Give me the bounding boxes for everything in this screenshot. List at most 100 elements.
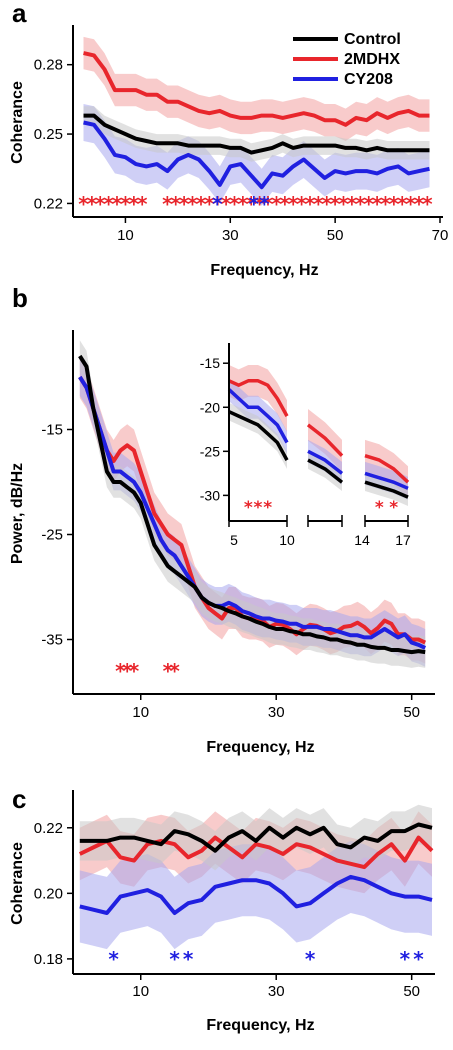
x-tick-label: 30 [268,704,285,721]
inset-significance-star: * [244,498,253,518]
significance-star: * [249,192,260,216]
significance-star: * [414,192,425,216]
significance-star: * [271,192,282,216]
significance-star: * [259,192,270,216]
significance-star: * [296,192,307,216]
inset-line-Control [364,480,409,499]
x-tick-label: 30 [222,227,239,244]
series-line-Control [78,354,426,655]
x-tick-label: 10 [132,704,149,721]
legend-entry-Control: Control [344,31,401,48]
inset-significance-star: * [263,498,272,518]
significance-star: * [405,192,416,216]
inset-y-tick-label: -15 [200,355,220,371]
y-tick-label: 0.25 [34,126,63,143]
significance-star: * [212,192,223,216]
significance-star: * [129,192,140,216]
significance-star: * [122,659,133,683]
panel-c: c 10 30 50 0.18 0.20 0.22 Frequency, Hz Coheranc… [9,784,435,1034]
y-tick-label: 0.18 [34,951,63,968]
inset-line-Control [228,410,289,461]
significance-star: * [162,192,173,216]
inset-band-Control [308,451,342,491]
inset-line-CY208 [307,449,344,475]
inset-line-Control [307,458,344,484]
x-axis-label: Frequency, Hz [206,1017,314,1034]
inset-x-tick-label: 10 [279,532,295,548]
significance-star: * [137,192,148,216]
significance-star: * [313,192,324,216]
y-tick-label: -25 [41,527,63,544]
y-tick-label: -35 [41,632,63,649]
x-tick-label: 10 [132,983,149,1000]
significance-star: * [115,659,126,683]
band-CY208 [83,104,430,206]
inset-line-CY208 [227,388,289,444]
significance-star: * [179,192,190,216]
x-axis-label: Frequency, Hz [206,739,314,756]
inset-x-tick-label: 14 [354,532,370,548]
significance-star: * [169,659,180,683]
significance-star: * [212,192,223,216]
panel-a: a 10 30 50 70 0.22 0.25 0.28 Frequency, Hz Cohera… [9,0,448,279]
significance-star: * [246,192,257,216]
significance-star: * [389,192,400,216]
significance-star: * [171,192,182,216]
significance-star: * [103,192,114,216]
x-axis-label: Frequency, Hz [210,262,318,279]
significance-star: * [288,192,299,216]
series-line-CY208 [78,375,427,650]
y-tick-label: 0.22 [34,195,63,212]
significance-star: * [322,192,333,216]
significance-star: * [422,192,433,216]
x-tick-label: 50 [327,227,344,244]
band-CY208 [79,840,433,950]
inset-y-tick-label: -20 [200,399,220,415]
inset-x-tick-label: 17 [395,532,411,548]
significance-star: * [397,192,408,216]
significance-star: * [78,192,89,216]
significance-star: * [120,192,131,216]
significance-star: * [95,192,106,216]
x-tick-label: 50 [403,704,420,721]
panel-letter: b [12,283,28,313]
significance-star: * [355,192,366,216]
significance-star: * [163,659,174,683]
inset-line-2MDHX [228,379,289,417]
significance-star: * [108,947,119,971]
x-tick-label: 30 [268,983,285,1000]
significance-star: * [380,192,391,216]
significance-star: * [87,192,98,216]
significance-star: * [221,192,232,216]
series-line-2MDHX [83,51,430,127]
y-tick-label: 0.20 [34,885,63,902]
significance-star: * [204,192,215,216]
inset-significance-star: * [254,498,263,518]
y-axis-label: Coherance [9,81,26,164]
significance-star: * [280,192,291,216]
significance-star: * [330,192,341,216]
x-tick-label: 50 [403,983,420,1000]
inset-line-2MDHX [306,423,344,457]
panel-b: b 10 30 50 -15 -25 -35 Frequency, Hz Power, dB/H… [9,283,435,756]
significance-star: * [305,947,316,971]
significance-star: * [238,192,249,216]
series-line-CY208 [79,874,433,915]
inset-x-tick-label: 5 [230,532,238,548]
significance-star: * [129,659,140,683]
band-Control [79,804,433,871]
significance-star: * [372,192,383,216]
inset-line-2MDHX [364,454,410,484]
series-line-CY208 [83,120,430,190]
significance-star: * [305,192,316,216]
significance-star: * [196,192,207,216]
series-line-Control [83,113,430,155]
significance-star: * [229,192,240,216]
y-axis-label: Coherance [9,842,26,925]
series-line-2MDHX [78,835,434,870]
y-tick-label: -15 [41,422,63,439]
significance-star: * [338,192,349,216]
y-tick-label: 0.28 [34,57,63,74]
y-axis-label: Power, dB/Hz [9,463,26,564]
